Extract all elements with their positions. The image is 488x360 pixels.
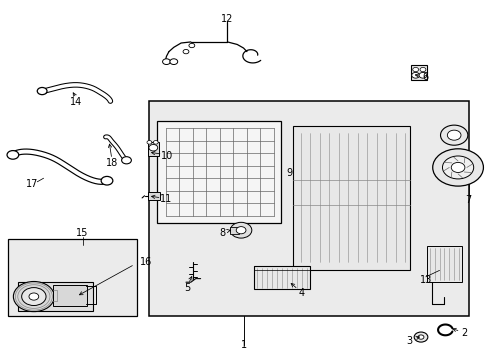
Text: 15: 15 — [76, 228, 89, 238]
Text: 5: 5 — [183, 283, 190, 293]
Circle shape — [413, 332, 427, 342]
Text: 13: 13 — [419, 275, 431, 285]
Circle shape — [236, 226, 245, 234]
Text: 1: 1 — [240, 340, 246, 350]
Circle shape — [412, 67, 418, 72]
Text: 4: 4 — [298, 288, 305, 298]
Circle shape — [417, 335, 423, 339]
Circle shape — [440, 125, 467, 145]
Circle shape — [37, 87, 47, 95]
Text: 3: 3 — [406, 336, 411, 346]
Text: 8: 8 — [219, 228, 225, 238]
Circle shape — [21, 288, 46, 306]
Bar — [254, 266, 310, 289]
Bar — [148, 192, 160, 200]
Bar — [229, 226, 238, 234]
Circle shape — [411, 72, 419, 78]
Circle shape — [122, 157, 131, 164]
Circle shape — [147, 140, 152, 144]
Text: 11: 11 — [160, 194, 172, 204]
Circle shape — [230, 222, 251, 238]
Text: 9: 9 — [285, 168, 292, 178]
Bar — [148, 142, 158, 156]
Circle shape — [447, 130, 460, 140]
Circle shape — [169, 59, 177, 64]
Circle shape — [7, 150, 19, 159]
Text: 6: 6 — [422, 72, 428, 82]
Bar — [8, 239, 137, 316]
Circle shape — [162, 59, 170, 64]
Bar — [53, 285, 86, 306]
Bar — [427, 246, 462, 282]
Text: 12: 12 — [221, 14, 233, 24]
Text: 18: 18 — [105, 158, 118, 168]
Text: 10: 10 — [161, 150, 173, 161]
Bar — [149, 101, 468, 316]
Circle shape — [101, 176, 113, 185]
Text: 14: 14 — [70, 97, 82, 107]
Text: 2: 2 — [460, 328, 466, 338]
Bar — [18, 282, 93, 311]
Circle shape — [149, 144, 158, 151]
Text: 17: 17 — [26, 179, 39, 189]
Circle shape — [450, 162, 464, 172]
Circle shape — [29, 293, 39, 300]
Circle shape — [183, 49, 188, 54]
Circle shape — [188, 43, 194, 48]
Text: 16: 16 — [140, 257, 152, 267]
Circle shape — [432, 149, 483, 186]
Bar — [157, 121, 281, 223]
Circle shape — [418, 72, 426, 78]
Bar — [293, 126, 409, 270]
Circle shape — [442, 156, 473, 179]
Circle shape — [419, 67, 425, 72]
Circle shape — [153, 140, 158, 144]
Bar — [410, 65, 426, 80]
Text: 7: 7 — [465, 195, 471, 205]
Circle shape — [13, 282, 54, 312]
